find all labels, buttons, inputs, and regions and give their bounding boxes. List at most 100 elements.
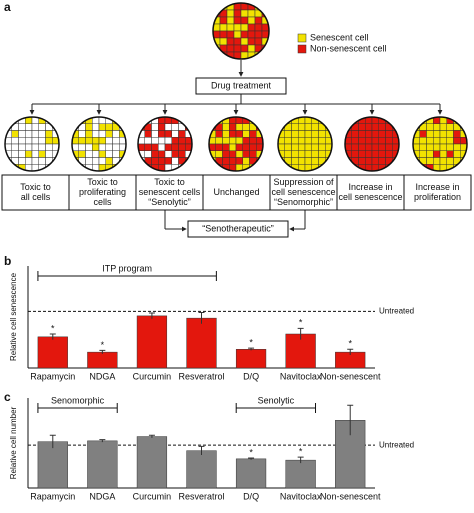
significance: * (299, 318, 303, 328)
cell (213, 51, 221, 59)
cell (98, 123, 106, 131)
cell (453, 137, 461, 145)
cell (433, 123, 441, 131)
dish-outline (137, 116, 193, 172)
cell (98, 137, 106, 145)
bar (235, 458, 267, 489)
error-bar (198, 311, 205, 324)
cell (226, 16, 235, 25)
cell (31, 157, 39, 165)
cell (226, 30, 235, 39)
cell (38, 130, 46, 138)
cell (222, 137, 230, 145)
cell (72, 164, 79, 171)
legend-swatch (297, 33, 307, 43)
panel-label: b (4, 254, 11, 268)
x-tick-label: Resveratrol (178, 491, 224, 501)
cell (98, 150, 106, 158)
cell (222, 123, 230, 131)
cell (229, 130, 237, 138)
cell (318, 143, 326, 151)
outcome-label: all cells (21, 192, 51, 202)
significance: * (249, 447, 253, 457)
bracket-label: Senomorphic (51, 395, 105, 405)
cell (453, 150, 461, 158)
bar (87, 351, 118, 369)
cell (235, 123, 243, 131)
dish-outline (412, 116, 468, 172)
x-tick-label: D/Q (243, 371, 259, 381)
cell (209, 117, 216, 124)
cell (433, 157, 441, 165)
outcome-label: “Senolytic” (148, 197, 191, 207)
cell (304, 143, 312, 151)
cell (119, 164, 126, 171)
center-box: Drug treatment (211, 80, 272, 90)
dish-outline (4, 116, 60, 172)
outcome-label: proliferation (414, 192, 461, 202)
outcome-label: Increase in (348, 182, 392, 192)
cell (378, 150, 386, 158)
cell (371, 130, 379, 138)
cell (284, 150, 292, 158)
cell (5, 164, 12, 171)
cell (460, 164, 467, 171)
cell (105, 150, 113, 158)
cell (240, 16, 249, 25)
cell (311, 150, 319, 158)
box (195, 77, 287, 95)
cell (112, 137, 120, 145)
cell (284, 137, 292, 145)
cell (112, 143, 120, 151)
error-bar (99, 439, 106, 443)
cell (229, 157, 237, 165)
cell (249, 137, 257, 145)
bracket (37, 403, 118, 413)
cell (213, 3, 221, 11)
cell (365, 150, 373, 158)
cell (98, 130, 106, 138)
cell (235, 157, 243, 165)
cell (85, 130, 93, 138)
cell (171, 150, 179, 158)
cell (378, 123, 386, 131)
cell (413, 117, 420, 124)
bar (37, 336, 68, 369)
bar (285, 459, 316, 489)
cell (31, 150, 39, 158)
cell (151, 137, 159, 145)
cell (151, 157, 159, 165)
error-bar (347, 348, 354, 355)
cell (247, 44, 256, 53)
cell (112, 150, 120, 158)
cell (446, 137, 454, 145)
cell (31, 143, 39, 151)
cell (78, 143, 86, 151)
bracket (37, 271, 217, 281)
cell (233, 9, 242, 18)
cell (371, 150, 379, 158)
dish (138, 117, 192, 171)
cell (229, 143, 237, 151)
cell (18, 157, 26, 165)
cell (164, 150, 172, 158)
outcome-label: cell senescence (338, 192, 402, 202)
cell (247, 37, 256, 46)
cell (256, 164, 263, 171)
cell (11, 137, 19, 145)
cell (45, 150, 53, 158)
cell (426, 157, 434, 165)
cell (178, 143, 186, 151)
legend-swatch (297, 44, 307, 54)
cell (291, 137, 299, 145)
cell (92, 150, 100, 158)
cell (385, 130, 393, 138)
cell (25, 130, 33, 138)
cell (242, 157, 250, 165)
cell (138, 117, 145, 124)
cell (345, 164, 352, 171)
dish-outline (208, 116, 264, 172)
cell (85, 137, 93, 145)
cell (298, 123, 306, 131)
cell (226, 9, 235, 18)
